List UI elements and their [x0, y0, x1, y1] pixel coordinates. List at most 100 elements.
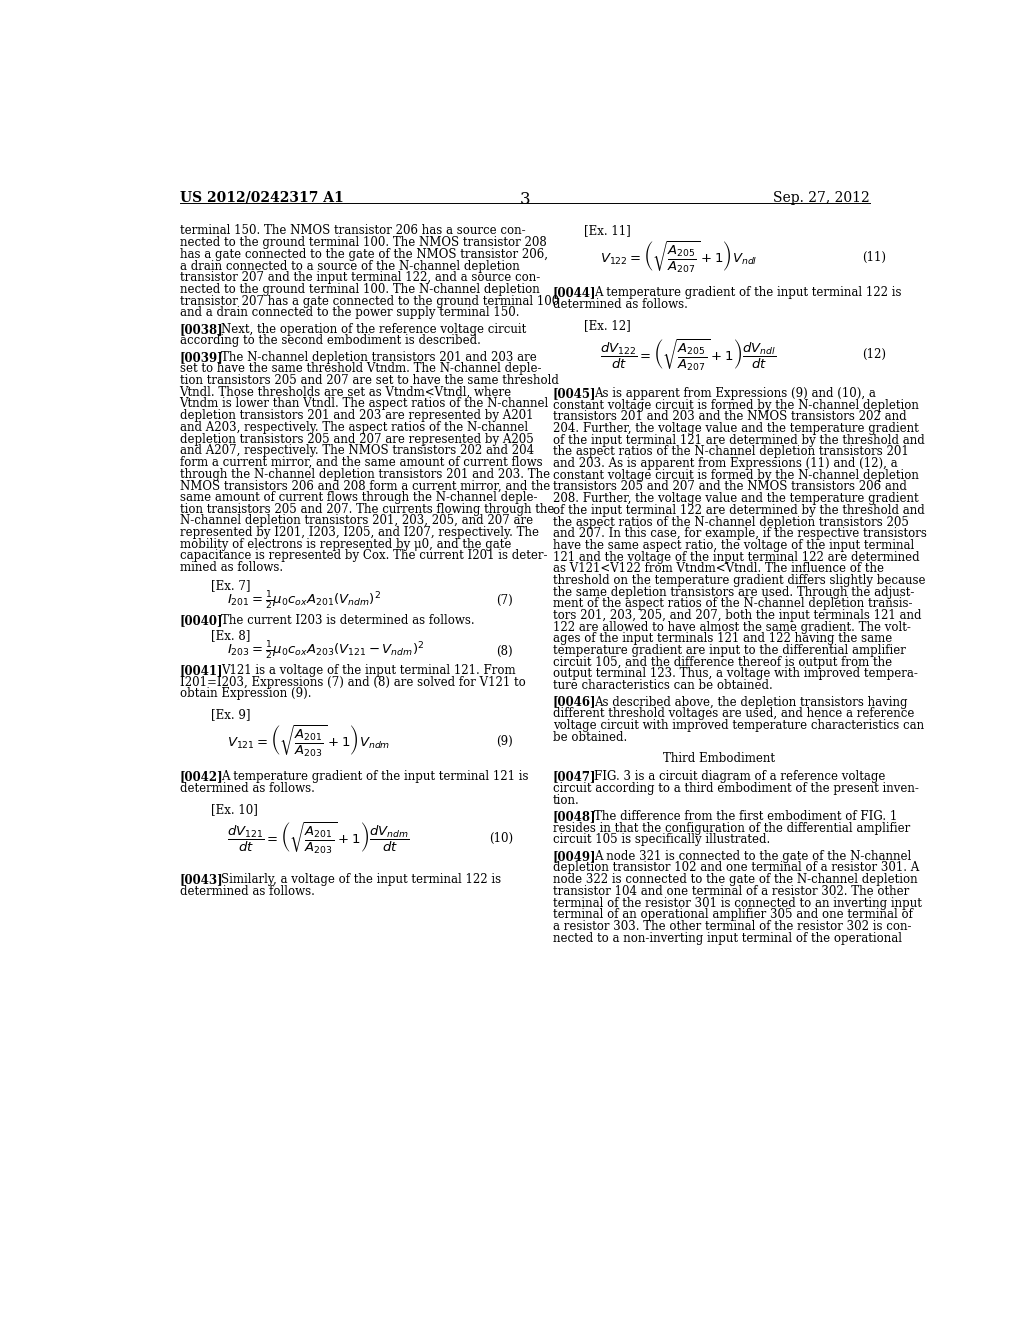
- Text: and a drain connected to the power supply terminal 150.: and a drain connected to the power suppl…: [179, 306, 519, 319]
- Text: ages of the input terminals 121 and 122 having the same: ages of the input terminals 121 and 122 …: [553, 632, 892, 645]
- Text: form a current mirror, and the same amount of current flows: form a current mirror, and the same amou…: [179, 455, 543, 469]
- Text: resides in that the configuration of the differential amplifier: resides in that the configuration of the…: [553, 822, 910, 834]
- Text: $I_{203}=\frac{1}{2}\mu_0 c_{ox}A_{203}(V_{121}-V_{ndm})^2$: $I_{203}=\frac{1}{2}\mu_0 c_{ox}A_{203}(…: [227, 640, 425, 663]
- Text: The N-channel depletion transistors 201 and 203 are: The N-channel depletion transistors 201 …: [221, 351, 537, 364]
- Text: of the input terminal 122 are determined by the threshold and: of the input terminal 122 are determined…: [553, 504, 925, 517]
- Text: represented by I201, I203, I205, and I207, respectively. The: represented by I201, I203, I205, and I20…: [179, 527, 539, 539]
- Text: output terminal 123. Thus, a voltage with improved tempera-: output terminal 123. Thus, a voltage wit…: [553, 668, 918, 681]
- Text: constant voltage circuit is formed by the N-channel depletion: constant voltage circuit is formed by th…: [553, 399, 919, 412]
- Text: according to the second embodiment is described.: according to the second embodiment is de…: [179, 334, 480, 347]
- Text: [0044]: [0044]: [553, 286, 596, 300]
- Text: threshold on the temperature gradient differs slightly because: threshold on the temperature gradient di…: [553, 574, 925, 587]
- Text: as V121<V122 from Vtndm<Vtndl. The influence of the: as V121<V122 from Vtndm<Vtndl. The influ…: [553, 562, 884, 576]
- Text: The current I203 is determined as follows.: The current I203 is determined as follow…: [221, 614, 474, 627]
- Text: obtain Expression (9).: obtain Expression (9).: [179, 688, 311, 701]
- Text: and 203. As is apparent from Expressions (11) and (12), a: and 203. As is apparent from Expressions…: [553, 457, 897, 470]
- Text: circuit 105, and the difference thereof is output from the: circuit 105, and the difference thereof …: [553, 656, 892, 669]
- Text: depletion transistor 102 and one terminal of a resistor 301. A: depletion transistor 102 and one termina…: [553, 862, 919, 874]
- Text: have the same aspect ratio, the voltage of the input terminal: have the same aspect ratio, the voltage …: [553, 539, 913, 552]
- Text: Sep. 27, 2012: Sep. 27, 2012: [773, 191, 870, 205]
- Text: the same depletion transistors are used. Through the adjust-: the same depletion transistors are used.…: [553, 586, 914, 599]
- Text: circuit 105 is specifically illustrated.: circuit 105 is specifically illustrated.: [553, 833, 770, 846]
- Text: [0040]: [0040]: [179, 614, 223, 627]
- Text: $I_{201}=\frac{1}{2}\mu_0 c_{ox}A_{201}(V_{ndm})^2$: $I_{201}=\frac{1}{2}\mu_0 c_{ox}A_{201}(…: [227, 590, 381, 612]
- Text: ment of the aspect ratios of the N-channel depletion transis-: ment of the aspect ratios of the N-chann…: [553, 598, 912, 610]
- Text: (11): (11): [862, 251, 886, 264]
- Text: [Ex. 10]: [Ex. 10]: [211, 803, 258, 816]
- Text: [0039]: [0039]: [179, 351, 223, 364]
- Text: of the input terminal 121 are determined by the threshold and: of the input terminal 121 are determined…: [553, 434, 925, 446]
- Text: and A203, respectively. The aspect ratios of the N-channel: and A203, respectively. The aspect ratio…: [179, 421, 527, 434]
- Text: [0041]: [0041]: [179, 664, 223, 677]
- Text: (7): (7): [497, 594, 513, 607]
- Text: determined as follows.: determined as follows.: [179, 781, 314, 795]
- Text: has a gate connected to the gate of the NMOS transistor 206,: has a gate connected to the gate of the …: [179, 248, 548, 261]
- Text: terminal 150. The NMOS transistor 206 has a source con-: terminal 150. The NMOS transistor 206 ha…: [179, 224, 525, 238]
- Text: (12): (12): [862, 348, 886, 362]
- Text: be obtained.: be obtained.: [553, 730, 627, 743]
- Text: A temperature gradient of the input terminal 122 is: A temperature gradient of the input term…: [594, 286, 901, 300]
- Text: NMOS transistors 206 and 208 form a current mirror, and the: NMOS transistors 206 and 208 form a curr…: [179, 479, 550, 492]
- Text: same amount of current flows through the N-channel deple-: same amount of current flows through the…: [179, 491, 537, 504]
- Text: tors 201, 203, 205, and 207, both the input terminals 121 and: tors 201, 203, 205, and 207, both the in…: [553, 609, 921, 622]
- Text: mined as follows.: mined as follows.: [179, 561, 283, 574]
- Text: transistor 104 and one terminal of a resistor 302. The other: transistor 104 and one terminal of a res…: [553, 884, 909, 898]
- Text: [0048]: [0048]: [553, 810, 596, 824]
- Text: and 207. In this case, for example, if the respective transistors: and 207. In this case, for example, if t…: [553, 527, 927, 540]
- Text: determined as follows.: determined as follows.: [553, 298, 687, 312]
- Text: constant voltage circuit is formed by the N-channel depletion: constant voltage circuit is formed by th…: [553, 469, 919, 482]
- Text: terminal of the resistor 301 is connected to an inverting input: terminal of the resistor 301 is connecte…: [553, 896, 922, 909]
- Text: 121 and the voltage of the input terminal 122 are determined: 121 and the voltage of the input termina…: [553, 550, 920, 564]
- Text: transistor 207 has a gate connected to the ground terminal 100: transistor 207 has a gate connected to t…: [179, 294, 559, 308]
- Text: 204. Further, the voltage value and the temperature gradient: 204. Further, the voltage value and the …: [553, 422, 919, 436]
- Text: (8): (8): [497, 644, 513, 657]
- Text: [0049]: [0049]: [553, 850, 596, 863]
- Text: $\dfrac{dV_{121}}{dt}=\left(\sqrt{\dfrac{A_{201}}{A_{203}}}+1\right)\dfrac{dV_{n: $\dfrac{dV_{121}}{dt}=\left(\sqrt{\dfrac…: [227, 821, 410, 857]
- Text: a resistor 303. The other terminal of the resistor 302 is con-: a resistor 303. The other terminal of th…: [553, 920, 911, 933]
- Text: tion.: tion.: [553, 793, 580, 807]
- Text: the aspect ratios of the N-channel depletion transistors 205: the aspect ratios of the N-channel deple…: [553, 516, 908, 528]
- Text: transistors 201 and 203 and the NMOS transistors 202 and: transistors 201 and 203 and the NMOS tra…: [553, 411, 906, 424]
- Text: Third Embodiment: Third Embodiment: [664, 751, 775, 764]
- Text: tion transistors 205 and 207. The currents flowing through the: tion transistors 205 and 207. The curren…: [179, 503, 554, 516]
- Text: tion transistors 205 and 207 are set to have the same threshold: tion transistors 205 and 207 are set to …: [179, 374, 558, 387]
- Text: (10): (10): [488, 832, 513, 845]
- Text: Vtndm is lower than Vtndl. The aspect ratios of the N-channel: Vtndm is lower than Vtndl. The aspect ra…: [179, 397, 549, 411]
- Text: [Ex. 9]: [Ex. 9]: [211, 709, 251, 721]
- Text: [Ex. 7]: [Ex. 7]: [211, 578, 251, 591]
- Text: 122 are allowed to have almost the same gradient. The volt-: 122 are allowed to have almost the same …: [553, 620, 910, 634]
- Text: transistors 205 and 207 and the NMOS transistors 206 and: transistors 205 and 207 and the NMOS tra…: [553, 480, 906, 494]
- Text: mobility of electrons is represented by μ0, and the gate: mobility of electrons is represented by …: [179, 537, 511, 550]
- Text: voltage circuit with improved temperature characteristics can: voltage circuit with improved temperatur…: [553, 719, 924, 731]
- Text: set to have the same threshold Vtndm. The N-channel deple-: set to have the same threshold Vtndm. Th…: [179, 363, 541, 375]
- Text: US 2012/0242317 A1: US 2012/0242317 A1: [179, 191, 343, 205]
- Text: As described above, the depletion transistors having: As described above, the depletion transi…: [594, 696, 907, 709]
- Text: nected to the ground terminal 100. The N-channel depletion: nected to the ground terminal 100. The N…: [179, 282, 540, 296]
- Text: different threshold voltages are used, and hence a reference: different threshold voltages are used, a…: [553, 708, 914, 721]
- Text: Vtndl. Those thresholds are set as Vtndm<Vtndl, where: Vtndl. Those thresholds are set as Vtndm…: [179, 385, 512, 399]
- Text: $V_{122}=\left(\sqrt{\dfrac{A_{205}}{A_{207}}}+1\right)V_{ndl}$: $V_{122}=\left(\sqrt{\dfrac{A_{205}}{A_{…: [600, 239, 758, 275]
- Text: transistor 207 and the input terminal 122, and a source con-: transistor 207 and the input terminal 12…: [179, 271, 540, 284]
- Text: depletion transistors 201 and 203 are represented by A201: depletion transistors 201 and 203 are re…: [179, 409, 534, 422]
- Text: 208. Further, the voltage value and the temperature gradient: 208. Further, the voltage value and the …: [553, 492, 919, 506]
- Text: capacitance is represented by Cox. The current I201 is deter-: capacitance is represented by Cox. The c…: [179, 549, 547, 562]
- Text: (9): (9): [497, 735, 513, 747]
- Text: a drain connected to a source of the N-channel depletion: a drain connected to a source of the N-c…: [179, 260, 519, 272]
- Text: nected to a non-inverting input terminal of the operational: nected to a non-inverting input terminal…: [553, 932, 901, 945]
- Text: V121 is a voltage of the input terminal 121. From: V121 is a voltage of the input terminal …: [221, 664, 515, 677]
- Text: circuit according to a third embodiment of the present inven-: circuit according to a third embodiment …: [553, 781, 919, 795]
- Text: ture characteristics can be obtained.: ture characteristics can be obtained.: [553, 680, 772, 692]
- Text: [0043]: [0043]: [179, 874, 223, 886]
- Text: Similarly, a voltage of the input terminal 122 is: Similarly, a voltage of the input termin…: [221, 874, 501, 886]
- Text: depletion transistors 205 and 207 are represented by A205: depletion transistors 205 and 207 are re…: [179, 433, 534, 446]
- Text: N-channel depletion transistors 201, 203, 205, and 207 are: N-channel depletion transistors 201, 203…: [179, 515, 532, 528]
- Text: nected to the ground terminal 100. The NMOS transistor 208: nected to the ground terminal 100. The N…: [179, 236, 547, 249]
- Text: through the N-channel depletion transistors 201 and 203. The: through the N-channel depletion transist…: [179, 467, 550, 480]
- Text: [Ex. 11]: [Ex. 11]: [585, 224, 631, 238]
- Text: [0038]: [0038]: [179, 322, 223, 335]
- Text: Next, the operation of the reference voltage circuit: Next, the operation of the reference vol…: [221, 322, 526, 335]
- Text: $V_{121}=\left(\sqrt{\dfrac{A_{201}}{A_{203}}}+1\right)V_{ndm}$: $V_{121}=\left(\sqrt{\dfrac{A_{201}}{A_{…: [227, 723, 390, 759]
- Text: [0047]: [0047]: [553, 771, 596, 783]
- Text: and A207, respectively. The NMOS transistors 202 and 204: and A207, respectively. The NMOS transis…: [179, 445, 534, 457]
- Text: I201=I203, Expressions (7) and (8) are solved for V121 to: I201=I203, Expressions (7) and (8) are s…: [179, 676, 525, 689]
